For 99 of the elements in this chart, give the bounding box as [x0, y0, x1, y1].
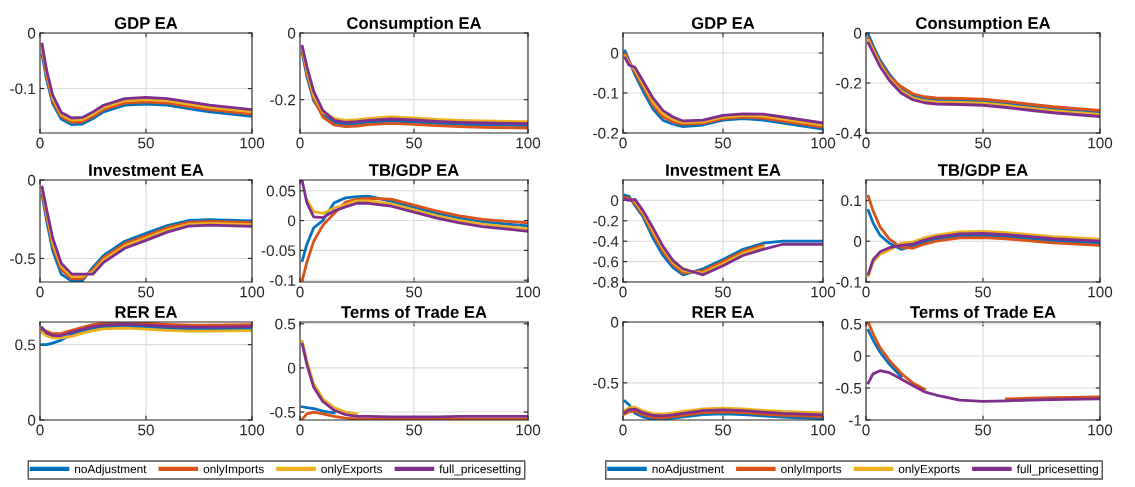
y-tick-label: 0	[853, 350, 862, 362]
y-tick-label: 0	[287, 215, 296, 227]
y-tick-label: -0.6	[593, 256, 619, 268]
y-tick-label: 0	[287, 27, 296, 39]
x-tick-label: 100	[240, 286, 265, 298]
legend-label: onlyImports	[203, 464, 264, 476]
x-tick-label: 50	[975, 424, 991, 436]
chart-title: RER EA	[692, 306, 755, 318]
x-tick-label: 100	[811, 424, 836, 436]
y-tick-label: -0.2	[593, 127, 619, 139]
x-tick-label: 50	[715, 424, 731, 436]
x-tick-label: 100	[1088, 424, 1113, 436]
x-tick-label: 50	[138, 137, 154, 149]
y-tick-label: 0.5	[841, 318, 862, 330]
y-tick-label: -0.5	[593, 377, 619, 389]
x-tick-label: 50	[138, 424, 154, 436]
chart-title: RER EA	[115, 306, 178, 318]
x-tick-label: 100	[516, 137, 541, 149]
y-tick-label: 0.5	[275, 318, 296, 330]
y-tick-label: -0.05	[261, 245, 296, 257]
legend-label: onlyExports	[898, 464, 960, 476]
legend-label: onlyExports	[321, 464, 383, 476]
x-tick-label: 0	[296, 286, 304, 298]
line-series	[866, 369, 1100, 403]
x-tick-label: 100	[240, 137, 265, 149]
x-tick-label: 50	[406, 137, 422, 149]
x-tick-label: 50	[715, 286, 731, 298]
line-series	[40, 326, 252, 340]
chart-title: TB/GDP EA	[368, 163, 459, 177]
y-tick-label: -0.4	[593, 236, 619, 247]
chart-title: Investment EA	[666, 164, 781, 176]
x-tick-label: 100	[1088, 286, 1113, 298]
x-tick-label: 50	[715, 137, 731, 149]
chart-title: Consumption EA	[916, 16, 1051, 33]
y-tick-label: 0.1	[841, 195, 862, 207]
x-tick-label: 0	[862, 424, 870, 436]
chart-title: Terms of Trade EA	[910, 305, 1056, 318]
y-tick-label: 0	[27, 174, 36, 186]
y-tick-label: 0	[27, 27, 36, 39]
y-tick-label: 0	[27, 414, 36, 426]
chart-title: Consumption EA	[347, 16, 482, 33]
y-tick-label: 0	[853, 27, 862, 39]
y-tick-label: 0.05	[266, 185, 296, 197]
y-tick-label: -0.5	[10, 253, 36, 265]
x-tick-label: 50	[975, 137, 991, 149]
y-tick-label: 0	[287, 362, 296, 374]
y-tick-label: -1	[848, 415, 862, 426]
x-tick-label: 0	[619, 424, 627, 436]
line-series	[300, 405, 336, 415]
x-tick-label: 100	[811, 286, 836, 298]
legend-label: onlyImports	[781, 464, 842, 476]
y-tick-label: -0.2	[270, 94, 296, 106]
line-series	[305, 198, 528, 231]
legend-label: noAdjustment	[75, 464, 147, 476]
chart-title: TB/GDP EA	[937, 163, 1028, 177]
x-tick-label: 50	[138, 286, 154, 298]
x-tick-label: 100	[516, 424, 541, 436]
x-tick-label: 0	[862, 286, 870, 298]
chart-title: GDP EA	[114, 17, 178, 29]
line-series	[300, 194, 528, 262]
x-tick-label: 0	[36, 424, 44, 436]
y-tick-label: -0.1	[836, 276, 862, 288]
y-tick-label: -0.2	[593, 215, 619, 227]
x-tick-label: 100	[240, 424, 265, 436]
y-tick-label: 0.5	[15, 339, 36, 351]
y-tick-label: 0	[610, 47, 619, 59]
legend-label: full_pricesetting	[1016, 464, 1098, 476]
y-tick-label: -0.1	[593, 87, 619, 99]
line-series	[866, 194, 1100, 250]
y-tick-label: -0.1	[270, 275, 296, 286]
x-tick-label: 0	[296, 424, 304, 436]
x-tick-label: 50	[975, 286, 991, 298]
x-tick-label: 0	[862, 137, 870, 149]
x-tick-label: 50	[406, 286, 422, 298]
y-tick-label: -0.5	[270, 406, 296, 418]
x-tick-label: 100	[811, 137, 836, 149]
chart-title: Terms of Trade EA	[341, 305, 487, 318]
y-tick-label: -0.1	[10, 83, 36, 95]
x-tick-label: 0	[296, 137, 304, 149]
x-tick-label: 50	[406, 424, 422, 436]
chart-title: Investment EA	[89, 164, 204, 176]
x-tick-label: 0	[36, 286, 44, 298]
x-tick-label: 0	[619, 137, 627, 149]
y-tick-label: 0	[610, 316, 619, 328]
y-tick-label: -0.2	[836, 77, 862, 89]
x-tick-label: 100	[1088, 137, 1113, 149]
y-tick-label: -0.5	[836, 382, 862, 394]
legend-label: noAdjustment	[652, 464, 724, 476]
line-series	[866, 328, 903, 378]
line-series	[866, 209, 1100, 251]
x-tick-label: 0	[619, 286, 627, 298]
y-tick-label: -0.4	[836, 127, 862, 139]
y-tick-label: 0	[853, 236, 862, 247]
x-tick-label: 0	[36, 137, 44, 149]
y-tick-label: -0.8	[593, 276, 619, 288]
y-tick-label: 0	[610, 195, 619, 207]
chart-title: GDP EA	[691, 17, 755, 29]
x-tick-label: 100	[516, 286, 541, 298]
legend-label: full_pricesetting	[439, 464, 521, 476]
